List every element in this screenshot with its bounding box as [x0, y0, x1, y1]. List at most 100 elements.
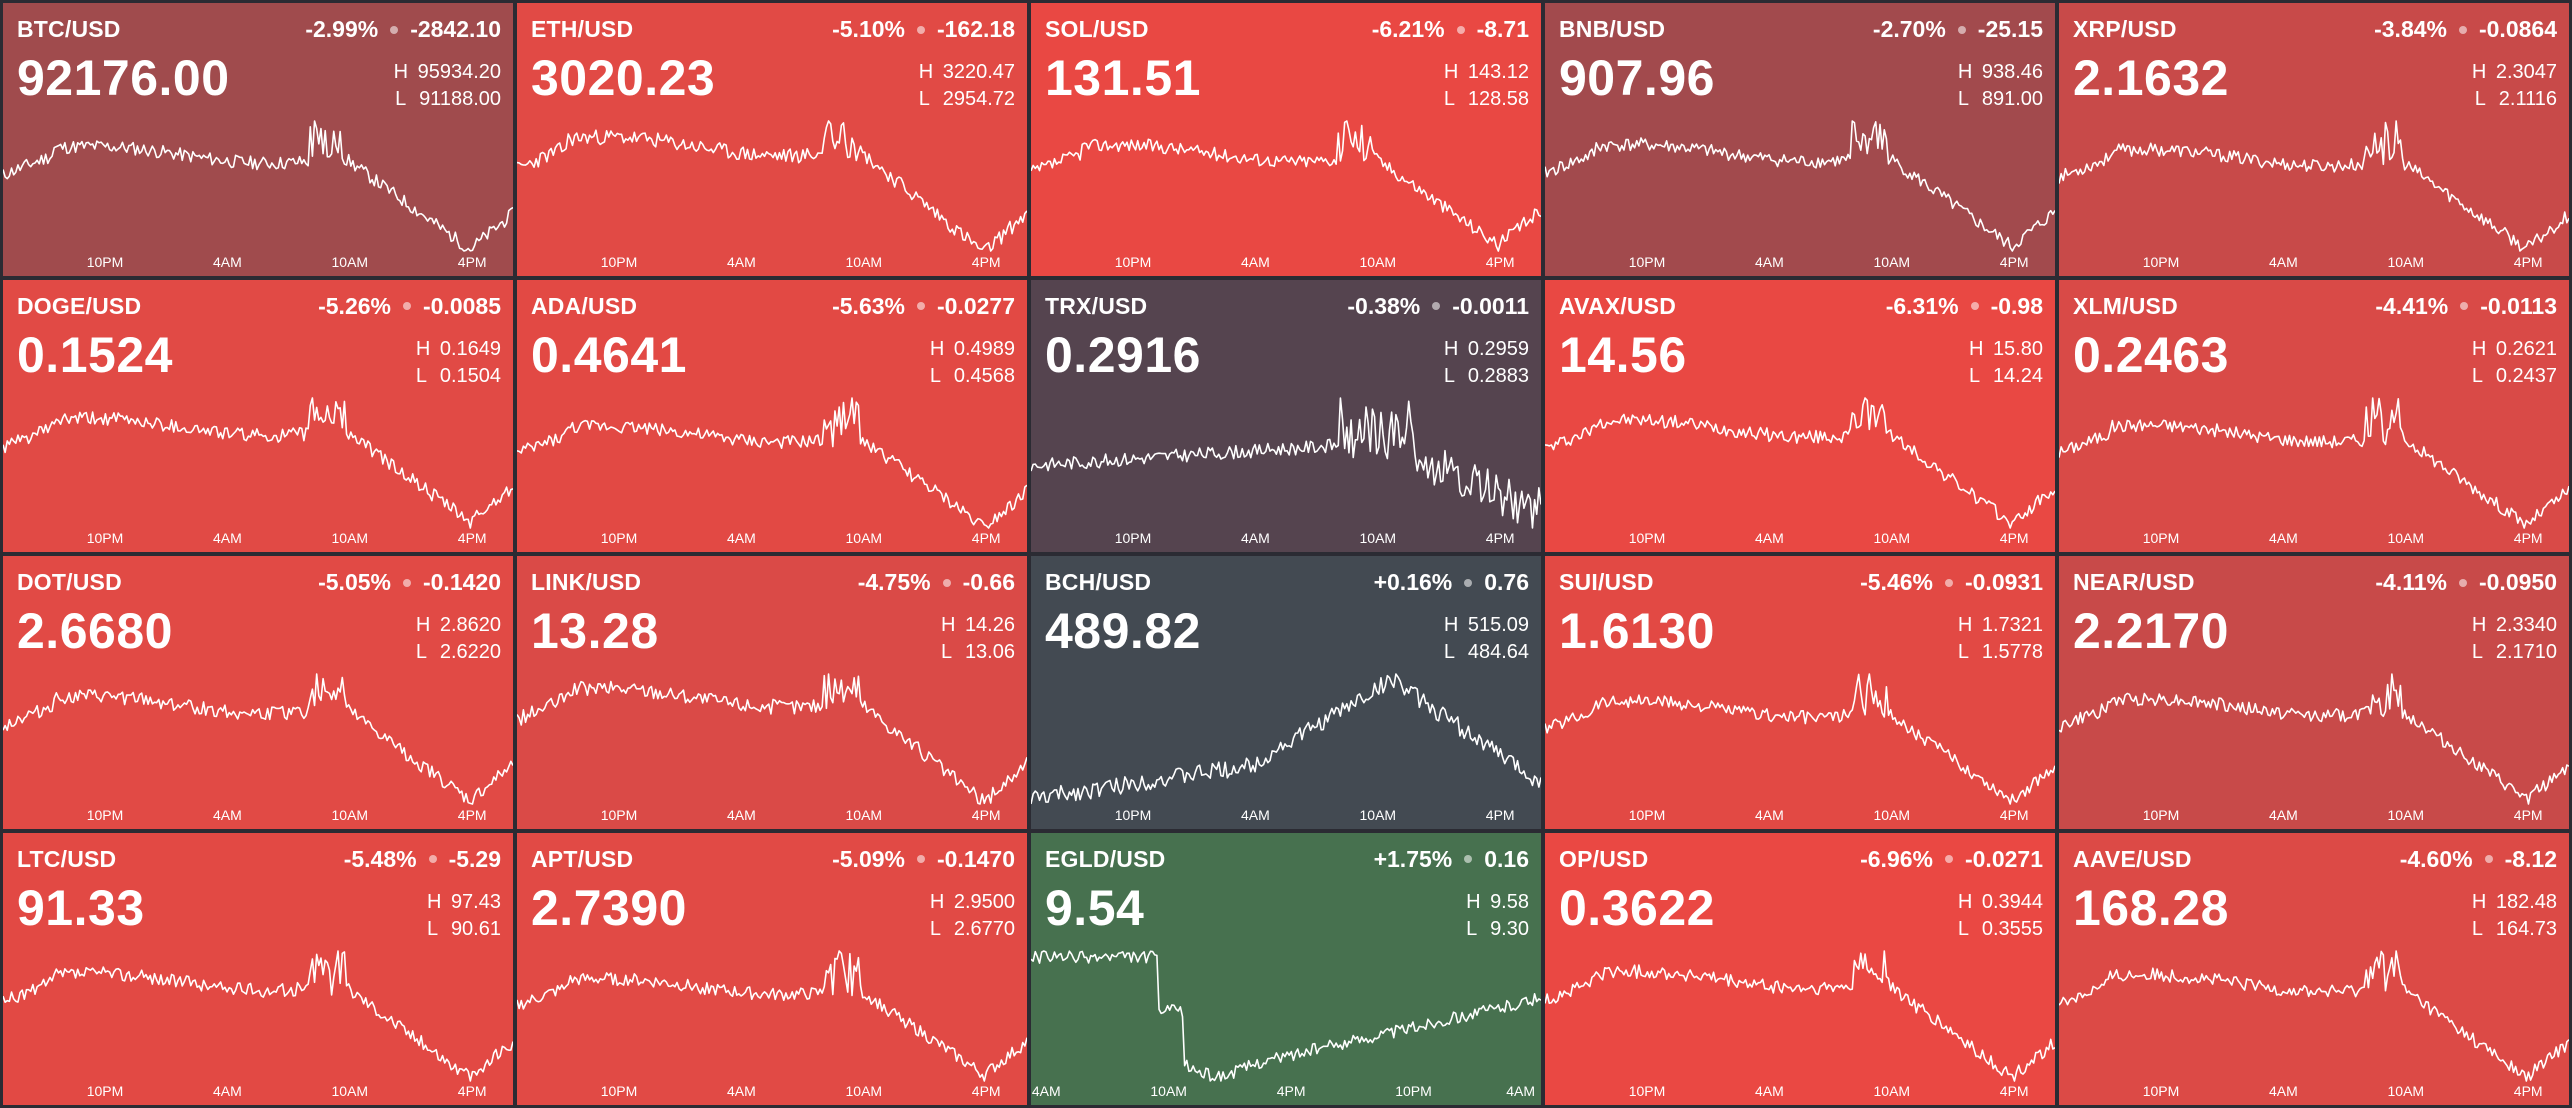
ticker-tile[interactable]: BCH/USD +0.16% 0.76 489.82 H 515.09 L 484.…	[1031, 556, 1541, 829]
sparkline-path	[1545, 120, 2055, 252]
time-tick-label: 4AM	[212, 253, 242, 270]
high-value: 2.8620	[439, 614, 501, 636]
ticker-tile[interactable]: AVAX/USD -6.31% -0.98 14.56 H 15.80 L 14.2…	[1545, 279, 2055, 552]
low-value: 484.64	[1467, 641, 1529, 663]
high-row: H 2.3340	[2472, 612, 2557, 639]
low-value: 128.58	[1467, 88, 1529, 110]
low-value: 91188.00	[419, 88, 501, 110]
ticker-tile[interactable]: NEAR/USD -4.11% -0.0950 2.2170 H 2.3340 L…	[2059, 556, 2569, 829]
high-label: H	[2471, 337, 2487, 360]
high-low-box: H 2.8620 L 2.6220	[416, 612, 501, 666]
time-tick-label: 10AM	[1150, 1083, 1187, 1099]
high-row: H 1.7321	[1958, 612, 2043, 639]
pair-symbol: AVAX/USD	[1559, 292, 1677, 319]
separator-dot-icon	[402, 578, 411, 587]
low-row: L 2.1116	[2472, 86, 2557, 113]
ticker-tile[interactable]: BNB/USD -2.70% -25.15 907.96 H 938.46 L 89…	[1545, 3, 2055, 276]
time-tick-label: 4AM	[2268, 530, 2298, 546]
time-tick-label: 10PM	[2142, 1083, 2180, 1099]
ticker-tile[interactable]: DOGE/USD -5.26% -0.0085 0.1524 H 0.1649 L…	[3, 279, 513, 552]
high-value: 938.46	[1981, 61, 2043, 83]
change-group: -5.09% -0.1470	[832, 846, 1015, 873]
high-label: H	[1957, 890, 1973, 913]
low-label: L	[2474, 88, 2486, 110]
change-absolute: -0.98	[1990, 292, 2043, 319]
low-value: 2.1116	[2498, 88, 2557, 110]
high-low-box: H 95934.20 L 91188.00	[394, 59, 501, 113]
ticker-tile[interactable]: AAVE/USD -4.60% -8.12 168.28 H 182.48 L 16…	[2059, 832, 2569, 1105]
change-absolute: -8.71	[1476, 16, 1529, 42]
time-tick-label: 4PM	[457, 530, 487, 546]
pair-symbol: SUI/USD	[1559, 569, 1654, 595]
ticker-tile[interactable]: LTC/USD -5.48% -5.29 91.33 H 97.43 L 90.61…	[3, 832, 513, 1105]
low-row: L 2.6770	[930, 916, 1015, 943]
sparkline-path	[1545, 396, 2055, 529]
time-tick-label: 10PM	[600, 530, 638, 546]
ticker-tile[interactable]: LINK/USD -4.75% -0.66 13.28 H 14.26 L 13.0…	[517, 556, 1027, 829]
time-tick-label: 10AM	[845, 1083, 883, 1099]
high-label: H	[929, 890, 945, 913]
high-row: H 95934.20	[394, 59, 501, 86]
high-value: 0.3944	[1981, 890, 2043, 913]
pair-symbol: DOT/USD	[17, 569, 122, 595]
low-row: L 2954.72	[919, 86, 1015, 113]
change-absolute: -0.0271	[1964, 845, 2043, 872]
time-tick-label: 4AM	[1240, 253, 1270, 270]
pair-symbol: XRP/USD	[2073, 16, 2177, 42]
sparkline-chart	[1031, 949, 1541, 1082]
high-row: H 2.8620	[416, 612, 501, 639]
sparkline-chart	[517, 120, 1027, 252]
change-absolute: -0.0113	[2480, 292, 2557, 319]
separator-dot-icon	[1464, 578, 1473, 587]
change-group: -5.46% -0.0931	[1860, 569, 2043, 596]
time-axis: 10PM 4AM 10AM 4PM	[3, 530, 513, 548]
time-tick-label: 10PM	[600, 253, 638, 270]
time-tick-label: 10PM	[1628, 1083, 1666, 1099]
low-row: L 91188.00	[394, 86, 501, 113]
change-absolute: -5.29	[448, 845, 501, 872]
high-label: H	[918, 61, 934, 83]
high-low-box: H 0.2621 L 0.2437	[2472, 336, 2557, 390]
separator-dot-icon	[1970, 302, 1979, 310]
time-axis: 10PM 4AM 10AM 4PM	[1545, 530, 2055, 548]
high-row: H 0.1649	[416, 336, 501, 363]
time-axis: 10PM 4AM 10AM 4PM	[517, 1083, 1027, 1101]
ticker-tile[interactable]: SOL/USD -6.21% -8.71 131.51 H 143.12 L 128…	[1031, 3, 1541, 276]
ticker-tile[interactable]: BTC/USD -2.99% -2842.10 92176.00 H 95934.…	[3, 3, 513, 276]
last-price: 0.2916	[1045, 326, 1201, 383]
time-tick-label: 4PM	[1485, 806, 1515, 823]
high-row: H 0.2959	[1444, 336, 1529, 363]
low-label: L	[2471, 364, 2483, 387]
last-price: 0.3622	[1559, 879, 1715, 936]
high-low-box: H 1.7321 L 1.5778	[1958, 612, 2043, 666]
high-value: 1.7321	[1981, 614, 2043, 636]
sparkline-chart	[2059, 949, 2569, 1082]
ticker-tile[interactable]: EGLD/USD +1.75% 0.16 9.54 H 9.58 L 9.30 4A…	[1031, 832, 1541, 1105]
time-tick-label: 10AM	[845, 806, 883, 823]
high-low-box: H 143.12 L 128.58	[1444, 59, 1529, 113]
change-group: -2.70% -25.15	[1873, 16, 2043, 43]
high-low-box: H 3220.47 L 2954.72	[919, 59, 1015, 113]
time-tick-label: 10AM	[1359, 530, 1397, 546]
time-tick-label: 10PM	[1114, 253, 1152, 270]
ticker-tile[interactable]: ETH/USD -5.10% -162.18 3020.23 H 3220.47 …	[517, 3, 1027, 276]
change-absolute: -25.15	[1977, 16, 2043, 42]
ticker-tile[interactable]: OP/USD -6.96% -0.0271 0.3622 H 0.3944 L 0.…	[1545, 832, 2055, 1105]
high-value: 15.80	[1992, 337, 2043, 360]
time-tick-label: 4PM	[1485, 530, 1515, 546]
change-percent: -4.41%	[2375, 292, 2449, 319]
time-axis: 10PM 4AM 10AM 4PM	[2059, 1083, 2569, 1101]
sparkline-chart	[1031, 120, 1541, 252]
time-tick-label: 10PM	[1628, 530, 1666, 546]
high-label: H	[393, 61, 409, 83]
time-tick-label: 4PM	[457, 253, 487, 270]
low-label: L	[929, 364, 941, 387]
time-tick-label: 10PM	[600, 806, 638, 823]
